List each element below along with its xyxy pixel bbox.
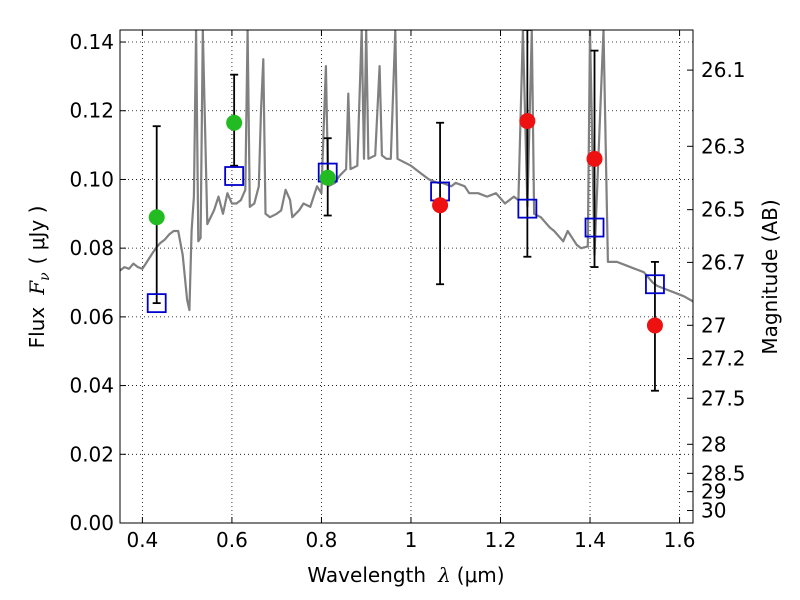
model-square-marker — [645, 274, 665, 295]
model-square-marker — [517, 198, 538, 219]
y-tick-label: 0.02 — [69, 442, 114, 466]
y-tick-label: 0.04 — [69, 374, 114, 398]
y2-tick-label: 26.3 — [701, 134, 746, 158]
red-point — [586, 150, 603, 167]
y2-tick-label: 27.2 — [701, 347, 746, 371]
spectrum-line — [120, 30, 693, 312]
y2-tick-label: 29 — [701, 480, 726, 504]
x-tick-label: 1.2 — [485, 528, 517, 552]
axis-ticks: 0.4 0.6 0.8 1 1.2 1.4 1.6 0.00 0.02 0.04 0.06 0.08 0… — [69, 30, 746, 552]
green-point — [148, 209, 165, 226]
y-tick-label: 0.12 — [69, 99, 114, 123]
y2-axis-label: Magnitude (AB) — [758, 199, 782, 354]
x-axis-label: Wavelength λ (μm) — [307, 563, 504, 587]
y-axis-label: FluxFν( μJy ) — [25, 206, 53, 349]
model-square-marker — [146, 293, 167, 314]
y2-tick-label: 30 — [701, 499, 726, 523]
model-square-marker — [584, 217, 605, 238]
y2-tick-label: 27 — [701, 313, 726, 337]
plot-area — [120, 30, 693, 392]
y2-tick-label: 26.5 — [701, 198, 746, 222]
y-tick-label: 0.06 — [69, 305, 114, 329]
green-point — [319, 169, 336, 186]
y2-tick-label: 26.1 — [701, 58, 746, 82]
x-tick-label: 1 — [405, 528, 418, 552]
green-point — [226, 114, 243, 131]
x-tick-label: 1.4 — [574, 528, 606, 552]
x-tick-label: 1.6 — [664, 528, 696, 552]
y-tick-label: 0.08 — [69, 236, 114, 260]
y-tick-label: 0.14 — [69, 30, 114, 54]
y-tick-label: 0.00 — [69, 511, 114, 535]
red-point — [432, 197, 449, 214]
x-tick-label: 0.8 — [306, 528, 338, 552]
model-square-marker — [224, 166, 245, 186]
x-tick-label: 0.6 — [216, 528, 248, 552]
y2-tick-label: 27.5 — [701, 386, 746, 410]
y2-tick-label: 28.5 — [701, 461, 746, 485]
plot-frame — [119, 29, 694, 524]
red-point — [519, 113, 536, 130]
red-point — [646, 317, 663, 334]
y-tick-label: 0.10 — [69, 167, 114, 191]
y2-tick-label: 28 — [701, 432, 726, 456]
y2-tick-label: 26.7 — [701, 250, 746, 274]
x-tick-label: 0.4 — [126, 528, 158, 552]
